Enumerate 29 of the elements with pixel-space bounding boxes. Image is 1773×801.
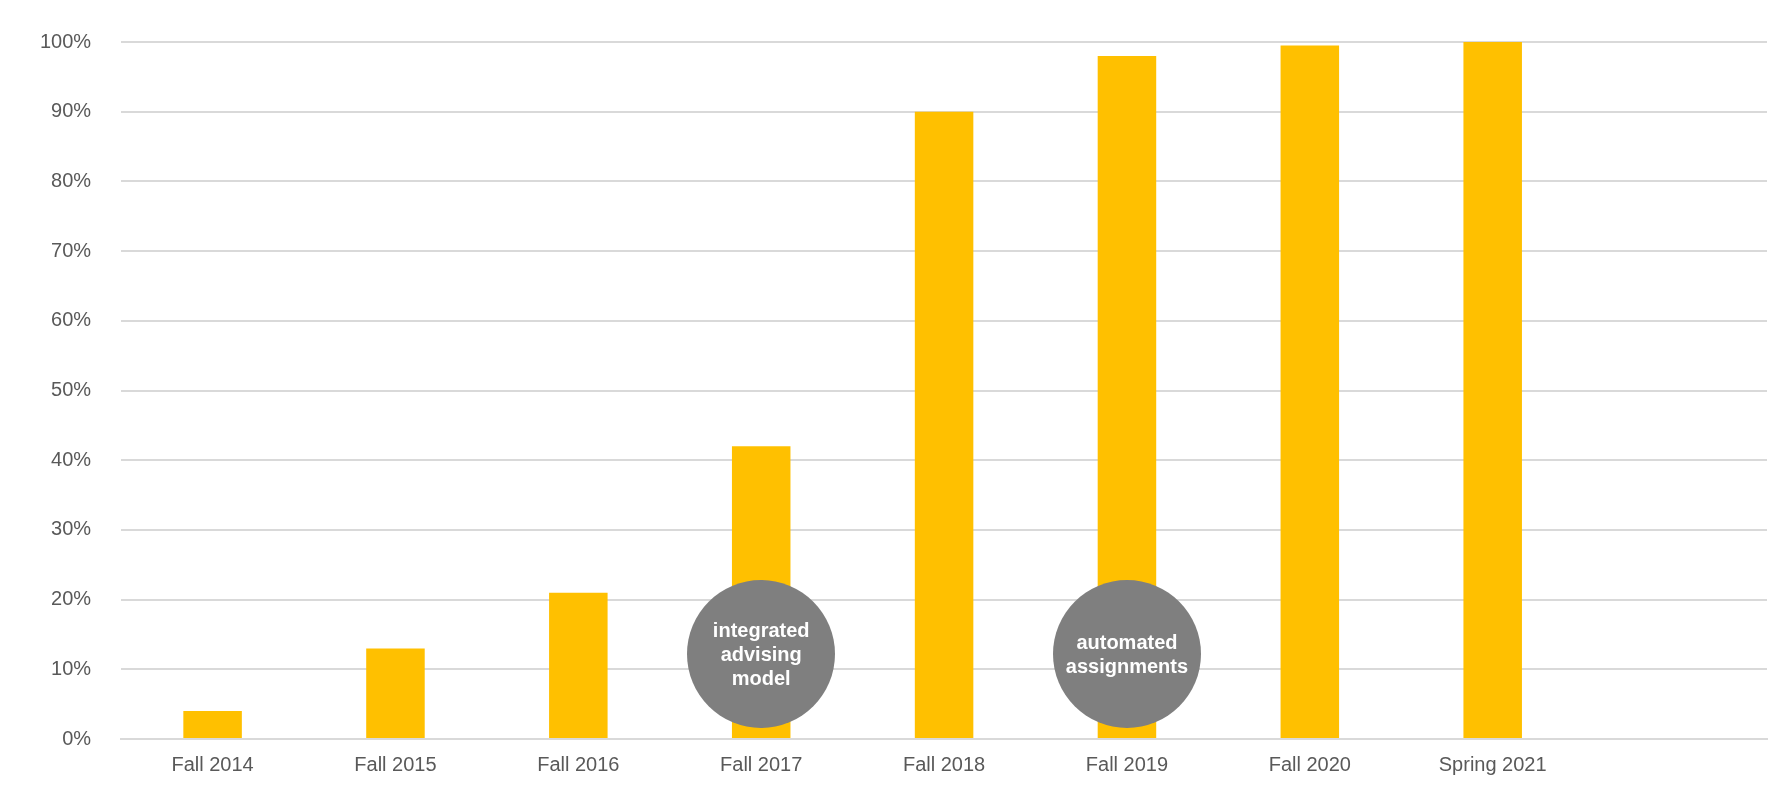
bar: [549, 592, 608, 738]
y-tick-label: 60%: [51, 308, 92, 331]
y-tick-label: 50%: [51, 378, 92, 401]
x-tick-label: Fall 2020: [1268, 752, 1351, 775]
bar: [1280, 45, 1340, 738]
x-tick-label: Fall 2016: [537, 752, 620, 775]
bar: [1463, 42, 1522, 738]
y-tick-label: 10%: [51, 656, 92, 679]
y-tick-label: 80%: [51, 168, 92, 191]
annotation: automated assignments: [1064, 630, 1190, 678]
bar: [914, 111, 974, 738]
x-tick-label: Fall 2018: [902, 752, 986, 775]
x-tick-label: Fall 2017: [720, 752, 803, 775]
annotation: integrated advising model: [711, 618, 811, 690]
x-tick-label: Fall 2019: [1085, 752, 1169, 775]
x-tick-label: Fall 2014: [171, 752, 254, 775]
round-badge: automated assignments: [1052, 580, 1201, 728]
y-tick-label: 30%: [51, 517, 92, 540]
y-tick-label: 40%: [51, 447, 92, 470]
y-tick-label: 90%: [51, 99, 92, 122]
bar: [366, 648, 425, 738]
bar: [183, 711, 242, 738]
y-tick-label: 0%: [62, 726, 92, 749]
x-tick-label: Fall 2015: [354, 752, 437, 775]
round-badge: integrated advising model: [687, 580, 836, 728]
y-tick-label: 100%: [40, 29, 92, 52]
y-tick-label: 20%: [51, 587, 92, 610]
x-tick-label: Spring 2021: [1438, 752, 1547, 775]
y-tick-label: 70%: [51, 238, 92, 261]
